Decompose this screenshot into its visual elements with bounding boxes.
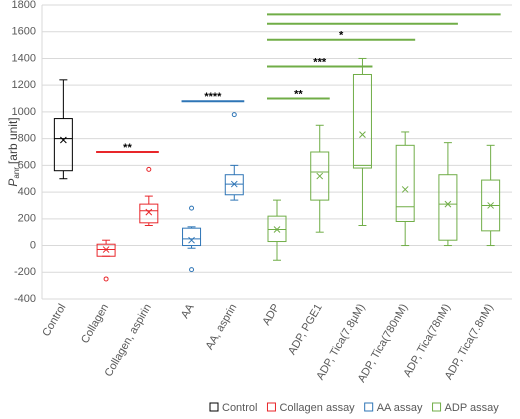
significance-label: *** (313, 56, 327, 68)
mean-marker (188, 236, 195, 244)
significance-label: ** (294, 88, 303, 100)
mean-marker (316, 172, 324, 180)
x-tick-label: AA (179, 301, 197, 320)
box (267, 215, 287, 243)
x-tick-label: ADP (260, 302, 282, 328)
outlier (231, 112, 237, 118)
y-tick-label: 200 (18, 213, 36, 225)
x-tick-label: ADP, Tica(7.8nM) (443, 302, 496, 382)
y-tick-label: 1000 (12, 106, 36, 118)
x-tick-label: AA, asprin (204, 302, 240, 352)
outlier (189, 267, 195, 273)
y-tick-label: 800 (18, 133, 36, 145)
outlier (103, 276, 109, 282)
x-tick-label: Collagen, aspirin (103, 302, 154, 379)
y-tick-label: 1200 (12, 79, 36, 91)
mean-marker (230, 180, 238, 188)
x-tick-label: Control (40, 302, 68, 339)
y-tick-label: 600 (18, 159, 36, 171)
mean-marker (273, 226, 281, 233)
mean-marker (102, 246, 110, 253)
y-label-unit: [arb unit] (6, 117, 20, 164)
box (182, 227, 202, 247)
y-tick-label: 400 (18, 186, 36, 198)
box (395, 144, 415, 222)
y-axis-label: Panr [arb unit] (6, 117, 21, 186)
box (224, 174, 244, 196)
legend-label: AA assay (377, 402, 423, 414)
box (53, 118, 73, 172)
outlier (146, 166, 152, 172)
y-tick-label: 0 (30, 239, 36, 251)
box (139, 203, 159, 224)
box (310, 151, 330, 201)
mean-marker (359, 131, 366, 138)
outlier (189, 205, 195, 211)
box (352, 73, 372, 169)
legend-swatch (364, 402, 374, 412)
y-label-subscript: anr (12, 167, 21, 179)
mean-marker (145, 208, 153, 216)
legend-swatch (432, 402, 442, 412)
box (96, 243, 116, 257)
y-tick-label: -400 (14, 293, 36, 305)
legend-label: Control (222, 402, 257, 414)
y-tick-label: 1600 (12, 26, 36, 38)
y-label-symbol: P (6, 179, 20, 187)
legend-label: Collagen assay (279, 402, 355, 414)
legend-swatch (266, 402, 276, 412)
significance-label: * (339, 30, 344, 42)
mean-marker (444, 200, 452, 208)
y-tick-label: 1400 (12, 52, 36, 64)
y-tick-label: -200 (14, 266, 36, 278)
legend-label: ADP assay (445, 402, 500, 414)
mean-marker (487, 202, 494, 209)
mean-marker (60, 136, 67, 144)
box (438, 174, 458, 241)
legend-swatch (209, 402, 219, 412)
x-tick-label: Collagen (79, 302, 111, 346)
x-tick-label: ADP, Tica(78nM) (401, 302, 453, 379)
mean-marker (401, 186, 409, 193)
y-tick-label: 1800 (12, 0, 36, 11)
x-tick-label: ADP, PGE1 (286, 302, 325, 357)
significance-label: ** (123, 142, 132, 154)
significance-label: **** (204, 91, 222, 103)
